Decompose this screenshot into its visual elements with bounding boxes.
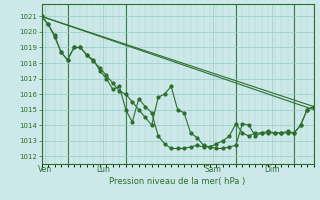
X-axis label: Pression niveau de la mer( hPa ): Pression niveau de la mer( hPa ) — [109, 177, 246, 186]
